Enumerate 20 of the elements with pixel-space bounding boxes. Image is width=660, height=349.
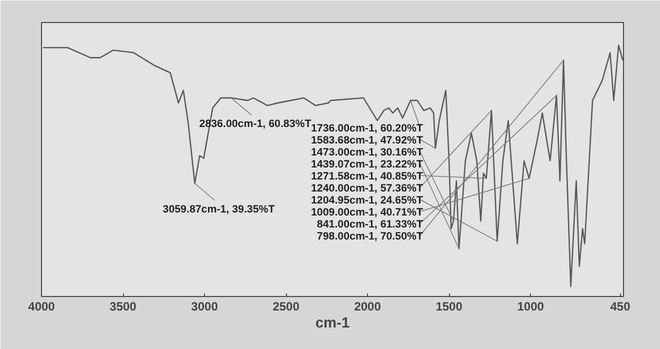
x-tick-label: 1000	[517, 300, 544, 314]
x-tick-label: 1500	[436, 300, 463, 314]
annotation: 1204.95cm-1, 24.65%T	[311, 194, 424, 206]
annotation: 3059.87cm-1, 39.35%T	[162, 203, 276, 216]
annotation: 1736.00cm-1, 60.20%T	[311, 122, 424, 134]
x-tick-label: 3500	[110, 300, 137, 314]
annotation: 1271.58cm-1, 40.85%T	[311, 170, 424, 182]
x-tick-label: 4000	[28, 300, 56, 314]
annotation: 841.00cm-1, 61.33%T	[316, 218, 424, 230]
annotation: 1473.00cm-1, 30.16%T	[311, 146, 424, 158]
annotation: 1009.00cm-1, 40.71%T	[311, 206, 424, 218]
annotation: 1439.07cm-1, 23.22%T	[311, 158, 424, 170]
annotation: 1240.00cm-1, 57.36%T	[311, 182, 424, 194]
x-tick-label: 2500	[272, 300, 300, 314]
annotation: 1583.68cm-1, 47.92%T	[311, 134, 424, 146]
annotation: 798.00cm-1, 70.50%T	[316, 230, 424, 242]
x-tick-label: 450	[610, 300, 631, 314]
x-tick-label: 3000	[191, 300, 218, 314]
x-tick-label: 2000	[354, 300, 382, 314]
x-axis-title: cm-1	[315, 316, 350, 332]
